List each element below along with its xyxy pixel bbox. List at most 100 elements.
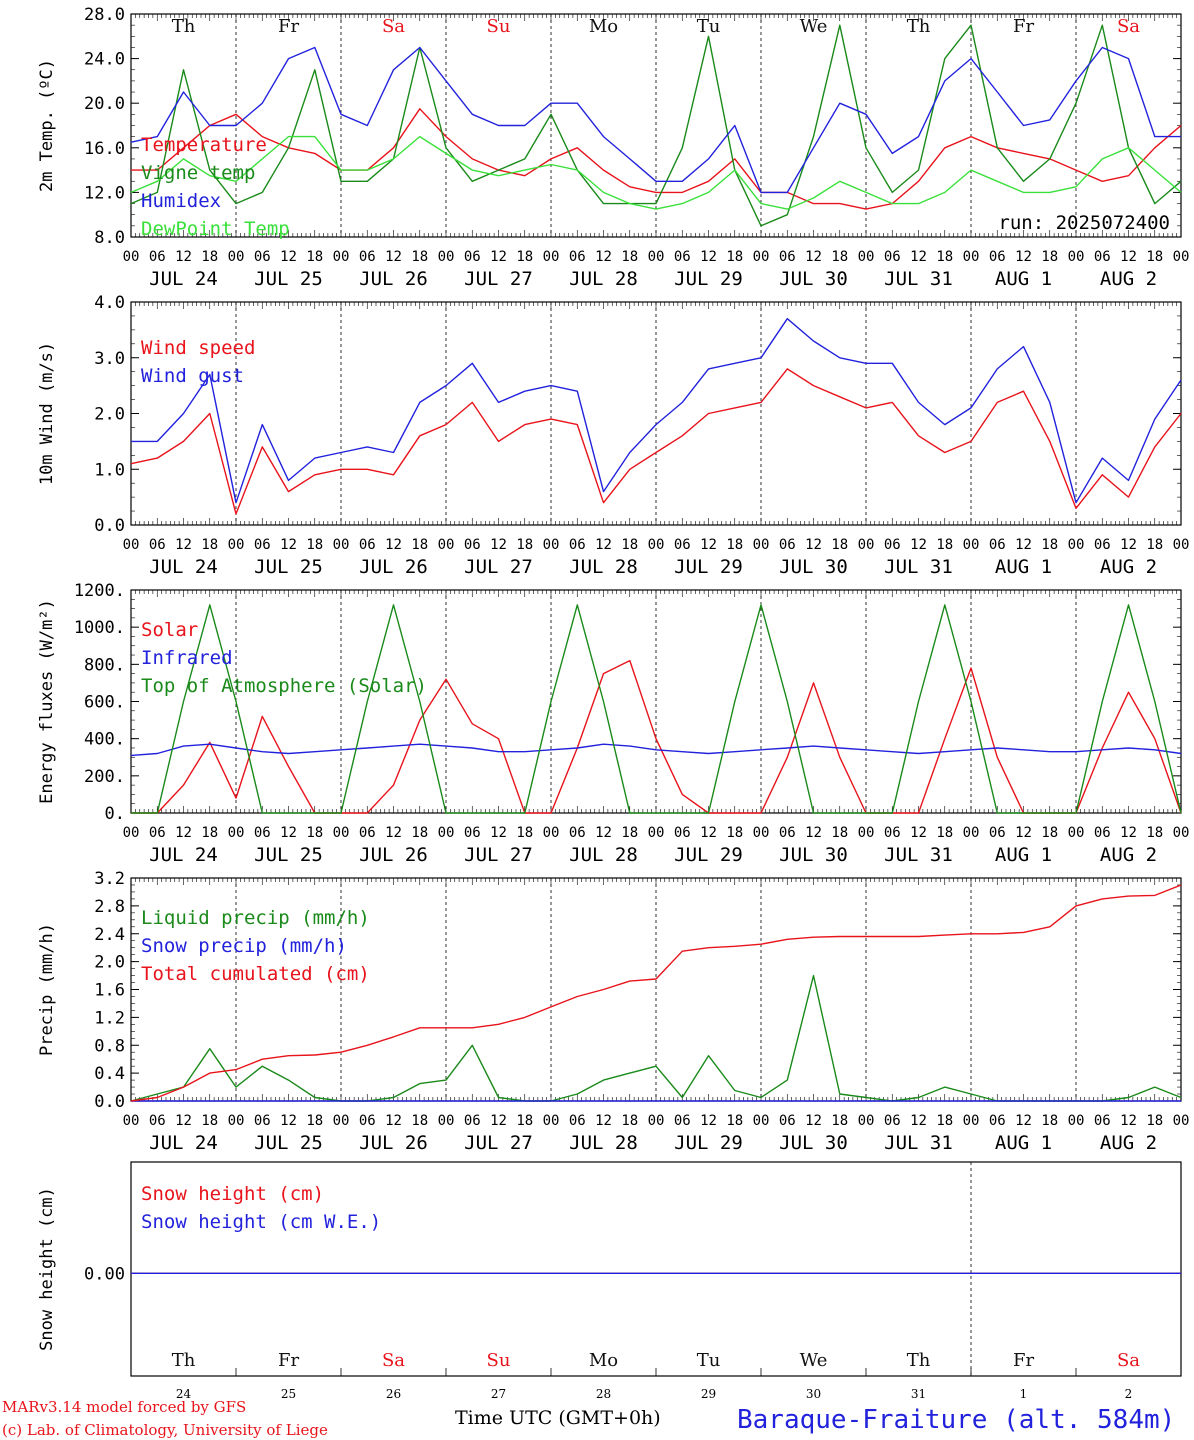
weekday-label: Th <box>172 1350 196 1371</box>
x-hour-label: 06 <box>1094 537 1111 553</box>
x-hour-label: 12 <box>280 537 297 553</box>
y-tick-label: 2.4 <box>94 925 125 945</box>
y-tick-label: 8.0 <box>94 228 125 248</box>
series-line-1 <box>131 108 1182 210</box>
y-tick-label: 800. <box>84 655 125 675</box>
x-hour-label: 00 <box>123 1113 140 1129</box>
x-date-label: JUL 31 <box>884 844 953 866</box>
x-hour-label: 06 <box>569 825 586 841</box>
y-tick-label: 0.4 <box>94 1064 125 1084</box>
x-hour-label: 06 <box>149 537 166 553</box>
day-number-label: 27 <box>491 1387 506 1401</box>
panel-3: 0. 200. 400. 600. 800. 1000. 1200. Energy fluxe… <box>37 581 1189 866</box>
x-hour-label: 12 <box>910 825 927 841</box>
x-hour-label: 12 <box>595 1113 612 1129</box>
y-tick-label: 3.2 <box>94 869 125 889</box>
weekday-label: Mo <box>589 1350 618 1371</box>
x-date-label: JUL 29 <box>674 844 743 866</box>
x-hour-label: 06 <box>989 825 1006 841</box>
y-axis-label: Snow height (cm) <box>37 1187 57 1351</box>
panels: 8.012.016.020.024.028.02m Temp. (ºC) Temp… <box>37 5 1189 1401</box>
x-hour-label: 12 <box>1015 825 1032 841</box>
y-tick-label: 1.6 <box>94 981 125 1001</box>
weekday-label: Tu <box>697 16 721 37</box>
x-hour-label: 18 <box>306 249 323 265</box>
x-date-label: JUL 30 <box>779 268 848 290</box>
x-date-label: AUG 1 <box>995 268 1052 290</box>
day-number-label: 26 <box>386 1387 401 1401</box>
legend-entry: Snow precip (mm/h) <box>141 935 347 957</box>
x-hour-label: 00 <box>648 249 665 265</box>
weekday-label: Fr <box>1013 1350 1034 1371</box>
day-number-label: 28 <box>596 1387 611 1401</box>
x-hour-label: 18 <box>516 1113 533 1129</box>
x-hour-label: 18 <box>621 1113 638 1129</box>
x-date-label: JUL 27 <box>464 268 533 290</box>
x-hour-label: 18 <box>726 537 743 553</box>
weekday-label: Sa <box>382 1350 405 1371</box>
x-hour-label: 06 <box>779 1113 796 1129</box>
y-tick-label: 4.0 <box>94 293 125 313</box>
x-date-label: JUL 25 <box>254 268 323 290</box>
x-hour-label: 18 <box>201 537 218 553</box>
y-axis-label: 10m Wind (m/s) <box>37 342 57 485</box>
day-number-label: 29 <box>701 1387 716 1401</box>
panel-4: 0.0 0.4 0.8 1.2 1.6 2.0 2.4 2.8 3.2 Precip (mm/h)… <box>37 869 1189 1154</box>
legend-entry: Top of Atmosphere (Solar) <box>141 675 427 697</box>
x-hour-label: 18 <box>936 249 953 265</box>
x-hour-label: 12 <box>490 537 507 553</box>
x-hour-label: 18 <box>201 1113 218 1129</box>
x-hour-label: 12 <box>700 249 717 265</box>
x-hour-label: 00 <box>123 249 140 265</box>
x-hour-label: 00 <box>963 825 980 841</box>
series-line-3 <box>130 46 1181 194</box>
weekday-label: Sa <box>1117 16 1140 37</box>
x-hour-label: 18 <box>1041 1113 1058 1129</box>
x-hour-label: 12 <box>700 825 717 841</box>
series-line-3 <box>130 884 1182 1102</box>
legend-entry: Liquid precip (mm/h) <box>141 907 370 929</box>
x-date-label: AUG 2 <box>1100 844 1157 866</box>
x-hour-label: 18 <box>621 825 638 841</box>
panel-2: 0.0 1.0 2.0 3.0 4.0 10m Wind (m/s) Wind speed W… <box>37 293 1189 578</box>
x-hour-label: 18 <box>201 249 218 265</box>
weekday-label: Sa <box>1117 1350 1140 1371</box>
x-hour-label: 00 <box>858 1113 875 1129</box>
x-hour-label: 12 <box>280 1113 297 1129</box>
x-date-label: JUL 27 <box>464 844 533 866</box>
x-date-label: JUL 25 <box>254 844 323 866</box>
y-axis-label: Energy fluxes (W/m²) <box>37 599 57 804</box>
x-hour-label: 06 <box>464 1113 481 1129</box>
x-hour-label: 18 <box>411 825 428 841</box>
x-hour-label: 18 <box>831 537 848 553</box>
station-name: Baraque-Fraiture (alt. 584m) <box>737 1405 1175 1435</box>
weekday-label: We <box>800 16 828 37</box>
y-tick-label: 1000. <box>74 618 125 638</box>
x-hour-label: 12 <box>1120 1113 1137 1129</box>
credit-line-2: (c) Lab. of Climatology, University of L… <box>2 1421 328 1439</box>
y-tick-label: 0.8 <box>94 1036 125 1056</box>
x-hour-label: 00 <box>438 825 455 841</box>
series-line-4 <box>130 135 1182 210</box>
y-tick-label: 12.0 <box>84 183 125 203</box>
x-hour-label: 12 <box>490 825 507 841</box>
x-hour-label: 12 <box>1015 1113 1032 1129</box>
x-date-label: JUL 28 <box>569 268 638 290</box>
y-tick-label: 1.2 <box>94 1008 125 1028</box>
x-hour-label: 18 <box>306 1113 323 1129</box>
x-hour-label: 00 <box>1173 537 1190 553</box>
series-line-2 <box>130 24 1182 227</box>
x-date-label: AUG 1 <box>995 844 1052 866</box>
x-hour-label: 00 <box>228 1113 245 1129</box>
weekday-label: Th <box>907 16 931 37</box>
x-hour-label: 00 <box>333 825 350 841</box>
x-axis-label: Time UTC (GMT+0h) <box>455 1407 661 1429</box>
x-date-label: AUG 1 <box>995 556 1052 578</box>
x-hour-label: 00 <box>858 249 875 265</box>
x-date-label: JUL 27 <box>464 1132 533 1154</box>
x-hour-label: 12 <box>175 249 192 265</box>
y-tick-label: 28.0 <box>84 5 125 25</box>
legend-entry: Humidex <box>141 190 221 212</box>
x-hour-label: 06 <box>359 1113 376 1129</box>
x-date-label: AUG 1 <box>995 1132 1052 1154</box>
